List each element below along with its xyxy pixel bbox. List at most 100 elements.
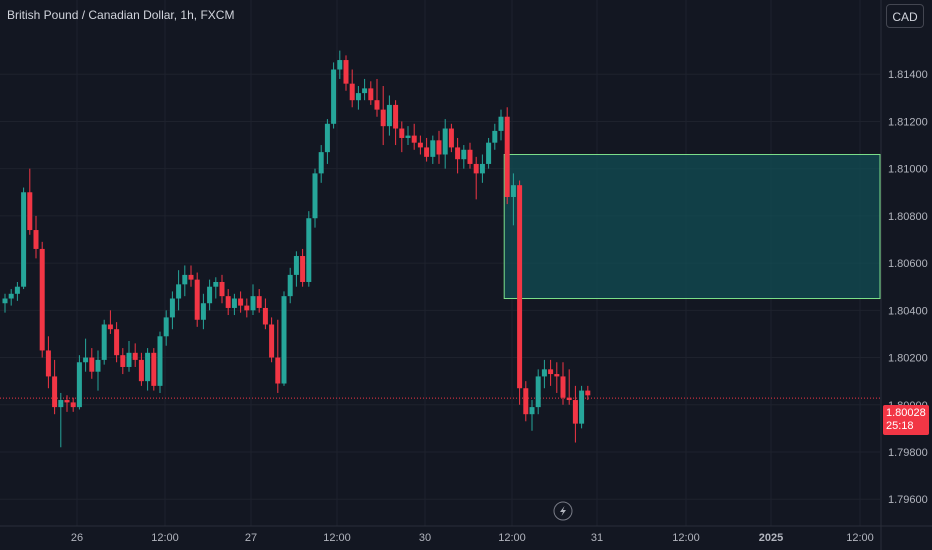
candle-bullish <box>362 78 368 101</box>
candle-bearish <box>89 348 95 379</box>
candle-body <box>492 130 498 143</box>
time-tick-label: 30 <box>419 532 431 544</box>
candle-bullish <box>207 279 213 311</box>
candle-bearish <box>194 272 200 327</box>
time-axis[interactable]: 26 12:00 27 12:00 30 12:00 31 12:00 2025 12:00 <box>0 525 932 544</box>
candle-body <box>436 140 442 155</box>
candle-bearish <box>572 385 578 443</box>
candle-bullish <box>58 392 64 448</box>
candle-body <box>473 163 479 174</box>
candle-body <box>529 407 535 415</box>
candle-bullish <box>8 289 14 306</box>
candle-body <box>300 256 306 282</box>
candle-bullish <box>498 109 504 141</box>
lightning-icon[interactable] <box>553 501 573 521</box>
candle-body <box>386 104 392 127</box>
candle-bearish <box>585 385 591 401</box>
candle-bullish <box>145 348 151 391</box>
candle-bearish <box>560 362 566 405</box>
candle-series <box>2 50 591 448</box>
candle-body <box>89 357 95 372</box>
candle-body <box>380 109 386 127</box>
candle-body <box>256 296 262 308</box>
candle-bearish <box>523 381 529 422</box>
candle-body <box>132 352 138 360</box>
candle-body <box>169 298 175 318</box>
candle-bullish <box>355 86 361 110</box>
candle-bullish <box>287 267 293 304</box>
candle-body <box>8 293 14 299</box>
candle-body <box>95 359 101 372</box>
candle-bullish <box>182 265 188 297</box>
candle-bullish <box>541 359 547 389</box>
currency-button[interactable]: CAD <box>886 4 924 28</box>
candle-body <box>114 329 120 356</box>
candle-bearish <box>64 395 70 412</box>
candle-body <box>424 147 430 157</box>
candle-bearish <box>467 142 473 169</box>
candle-body <box>293 256 299 275</box>
candle-bullish <box>157 331 163 393</box>
candle-bearish <box>151 348 157 391</box>
candle-body <box>312 173 318 219</box>
candle-bearish <box>27 168 33 235</box>
candle-body <box>176 284 182 299</box>
candle-body <box>349 83 355 101</box>
candle-body <box>45 350 51 377</box>
candle-body <box>225 296 231 308</box>
candle-body <box>517 185 523 389</box>
candle-bullish <box>579 385 585 429</box>
time-tick-label: 12:00 <box>151 532 179 544</box>
candle-body <box>188 274 194 280</box>
price-tick-label: 1.79600 <box>888 494 928 506</box>
price-tick-label: 1.80200 <box>888 353 928 365</box>
current-price-value: 1.80028 <box>886 407 926 419</box>
demand-zone-rectangle[interactable] <box>503 153 881 300</box>
candle-bullish <box>163 310 169 346</box>
candle-body <box>541 369 547 377</box>
time-tick-label: 12:00 <box>498 532 526 544</box>
candle-body <box>275 357 281 384</box>
candle-body <box>151 352 157 386</box>
candle-body <box>417 142 423 148</box>
candle-bearish <box>417 135 423 155</box>
candle-bearish <box>411 123 417 150</box>
candle-body <box>374 100 380 110</box>
candle-body <box>355 93 361 101</box>
candle-body <box>510 185 516 197</box>
candle-bullish <box>126 341 132 372</box>
candle-bullish <box>101 319 107 365</box>
time-tick-label: 27 <box>245 532 257 544</box>
price-tick-label: 1.79800 <box>888 447 928 459</box>
time-tick-label: 2025 <box>759 532 783 544</box>
candle-body <box>405 135 411 138</box>
price-tick-label: 1.80400 <box>888 305 928 317</box>
candle-body <box>219 281 225 297</box>
candle-body <box>52 376 58 408</box>
candle-bearish <box>256 289 262 313</box>
candle-bullish <box>535 369 541 415</box>
candle-body <box>331 69 337 124</box>
candle-bearish <box>554 362 560 393</box>
candle-body <box>83 357 89 363</box>
candle-bullish <box>293 251 299 287</box>
candle-bearish <box>120 348 126 375</box>
candle-bearish <box>368 81 374 105</box>
candle-body <box>455 147 461 160</box>
candle-body <box>120 355 126 367</box>
candle-body <box>14 286 20 294</box>
candle-body <box>306 218 312 282</box>
candle-bullish <box>312 168 318 228</box>
candle-body <box>2 298 8 304</box>
candle-bearish <box>138 352 144 386</box>
candle-bullish <box>281 291 287 386</box>
candle-body <box>157 336 163 386</box>
candle-bearish <box>244 298 250 318</box>
candle-bearish <box>566 369 572 405</box>
candle-bearish <box>374 78 380 117</box>
candle-body <box>70 402 76 408</box>
candle-bullish <box>442 119 448 169</box>
candle-body <box>566 397 572 401</box>
candle-bullish <box>176 270 182 311</box>
